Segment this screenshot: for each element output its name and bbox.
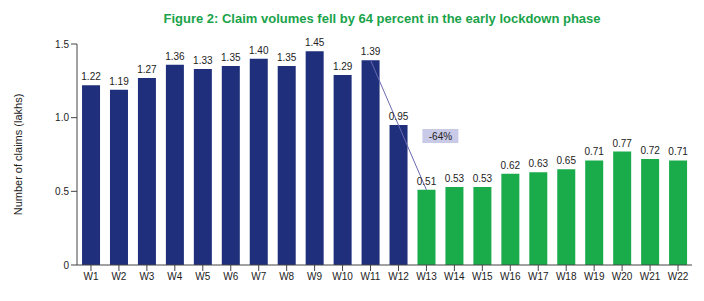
svg-text:W6: W6 (223, 271, 238, 282)
svg-text:0.63: 0.63 (529, 158, 549, 169)
svg-text:1.35: 1.35 (277, 52, 297, 63)
svg-text:W19: W19 (584, 271, 605, 282)
svg-text:0.51: 0.51 (417, 176, 437, 187)
svg-text:1.19: 1.19 (109, 76, 129, 87)
svg-text:W13: W13 (416, 271, 437, 282)
svg-text:W8: W8 (279, 271, 294, 282)
svg-text:1.0: 1.0 (55, 112, 69, 123)
svg-text:0.72: 0.72 (640, 145, 660, 156)
svg-text:1.35: 1.35 (221, 52, 241, 63)
svg-text:W22: W22 (668, 271, 689, 282)
svg-text:W1: W1 (83, 271, 98, 282)
svg-text:1.27: 1.27 (137, 64, 157, 75)
svg-text:0: 0 (63, 260, 69, 271)
svg-text:W7: W7 (251, 271, 266, 282)
svg-text:1.40: 1.40 (249, 45, 269, 56)
svg-text:W15: W15 (472, 271, 493, 282)
svg-text:1.33: 1.33 (193, 55, 213, 66)
svg-text:W12: W12 (388, 271, 409, 282)
svg-text:0.53: 0.53 (473, 173, 493, 184)
svg-text:1.45: 1.45 (305, 37, 325, 48)
svg-text:W16: W16 (500, 271, 521, 282)
svg-text:0.77: 0.77 (612, 138, 632, 149)
svg-text:W2: W2 (111, 271, 126, 282)
svg-text:W18: W18 (556, 271, 577, 282)
svg-text:1.5: 1.5 (55, 39, 69, 50)
svg-text:1.29: 1.29 (333, 61, 353, 72)
svg-text:0.53: 0.53 (445, 173, 465, 184)
svg-text:1.22: 1.22 (81, 71, 101, 82)
svg-text:1.39: 1.39 (361, 46, 381, 57)
svg-text:W4: W4 (167, 271, 182, 282)
svg-text:0.62: 0.62 (501, 160, 521, 171)
svg-text:W5: W5 (195, 271, 210, 282)
svg-text:W10: W10 (332, 271, 353, 282)
svg-text:0.5: 0.5 (55, 186, 69, 197)
svg-text:W11: W11 (361, 271, 381, 282)
svg-text:W21: W21 (640, 271, 661, 282)
svg-text:0.71: 0.71 (584, 146, 604, 157)
html-text:Figure 2: Claim volumes fell b: Figure 2: Claim volumes fell by 64 perce… (163, 11, 601, 26)
svg-text:0.71: 0.71 (668, 146, 688, 157)
svg-text:W14: W14 (444, 271, 465, 282)
svg-text:W9: W9 (307, 271, 322, 282)
svg-text:W3: W3 (139, 271, 154, 282)
svg-text:1.36: 1.36 (165, 51, 185, 62)
svg-text:W17: W17 (528, 271, 549, 282)
svg-text:0.95: 0.95 (389, 111, 409, 122)
svg-text:W20: W20 (612, 271, 633, 282)
svg-text:Number of claims (lakhs): Number of claims (lakhs) (12, 94, 24, 216)
svg-text:-64%: -64% (429, 131, 452, 142)
svg-text:0.65: 0.65 (557, 155, 577, 166)
